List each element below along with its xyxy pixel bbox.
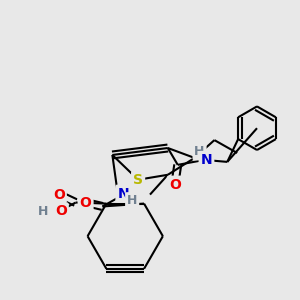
- Text: N: N: [117, 187, 129, 201]
- Text: N: N: [201, 153, 212, 167]
- Text: S: S: [133, 173, 143, 187]
- Text: O: O: [53, 188, 65, 202]
- Text: O: O: [169, 178, 181, 192]
- Text: H: H: [127, 194, 137, 207]
- Text: H: H: [194, 146, 205, 158]
- Text: H: H: [38, 205, 48, 218]
- Text: O: O: [55, 204, 67, 218]
- Text: O: O: [80, 196, 92, 209]
